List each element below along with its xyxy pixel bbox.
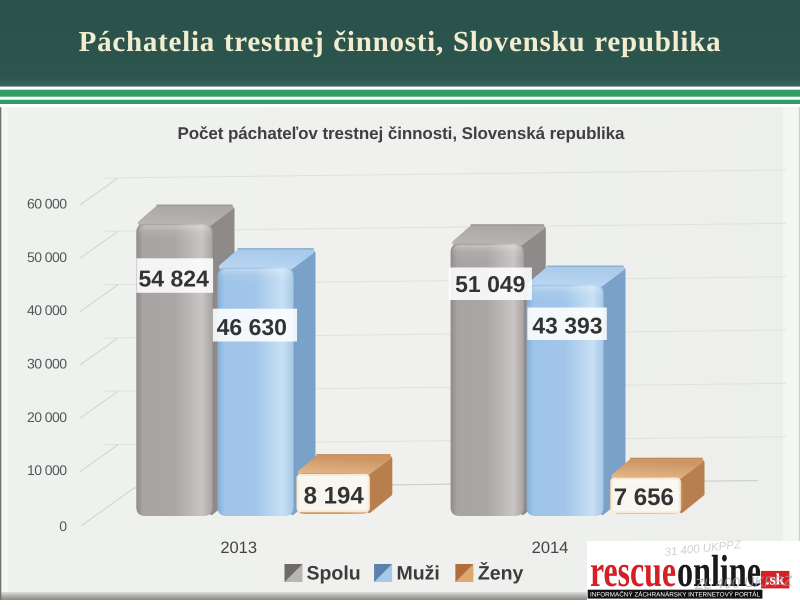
- svg-text:Ženy: Ženy: [478, 562, 524, 585]
- svg-text:50 000: 50 000: [27, 249, 67, 265]
- svg-text:Spolu: Spolu: [307, 563, 361, 585]
- svg-text:46 630: 46 630: [217, 314, 287, 340]
- svg-text:Muži: Muži: [397, 563, 440, 585]
- svg-text:54 824: 54 824: [139, 265, 210, 291]
- svg-text:60 000: 60 000: [27, 196, 67, 212]
- svg-text:10 000: 10 000: [27, 462, 67, 478]
- svg-text:40 000: 40 000: [27, 302, 67, 318]
- svg-text:Páchatelia trestnej činnosti,: Páchatelia trestnej činnosti, Slovensku …: [79, 26, 722, 58]
- svg-text:0: 0: [59, 518, 67, 534]
- svg-text:20 000: 20 000: [27, 409, 67, 425]
- svg-text:43 393: 43 393: [532, 313, 602, 339]
- svg-text:51 049: 51 049: [455, 271, 525, 297]
- svg-text:8 194: 8 194: [304, 483, 365, 510]
- svg-text:7 656: 7 656: [614, 484, 674, 511]
- svg-text:ZĽ 400 UKPPZ: ZĽ 400 UKPPZ: [694, 574, 794, 593]
- svg-text:2013: 2013: [220, 539, 257, 557]
- svg-text:30 000: 30 000: [27, 356, 67, 372]
- svg-text:2014: 2014: [532, 539, 569, 557]
- svg-text:rescue: rescue: [590, 546, 676, 596]
- svg-text:.sk: .sk: [765, 572, 784, 589]
- svg-text:INFORMAČNÝ ZÁCHRANÁRSKY INTERN: INFORMAČNÝ ZÁCHRANÁRSKY INTERNETOVÝ PORT…: [590, 591, 760, 599]
- svg-text:online: online: [677, 546, 761, 596]
- svg-text:Počet páchateľov trestnej činn: Počet páchateľov trestnej činnosti, Slov…: [178, 124, 626, 143]
